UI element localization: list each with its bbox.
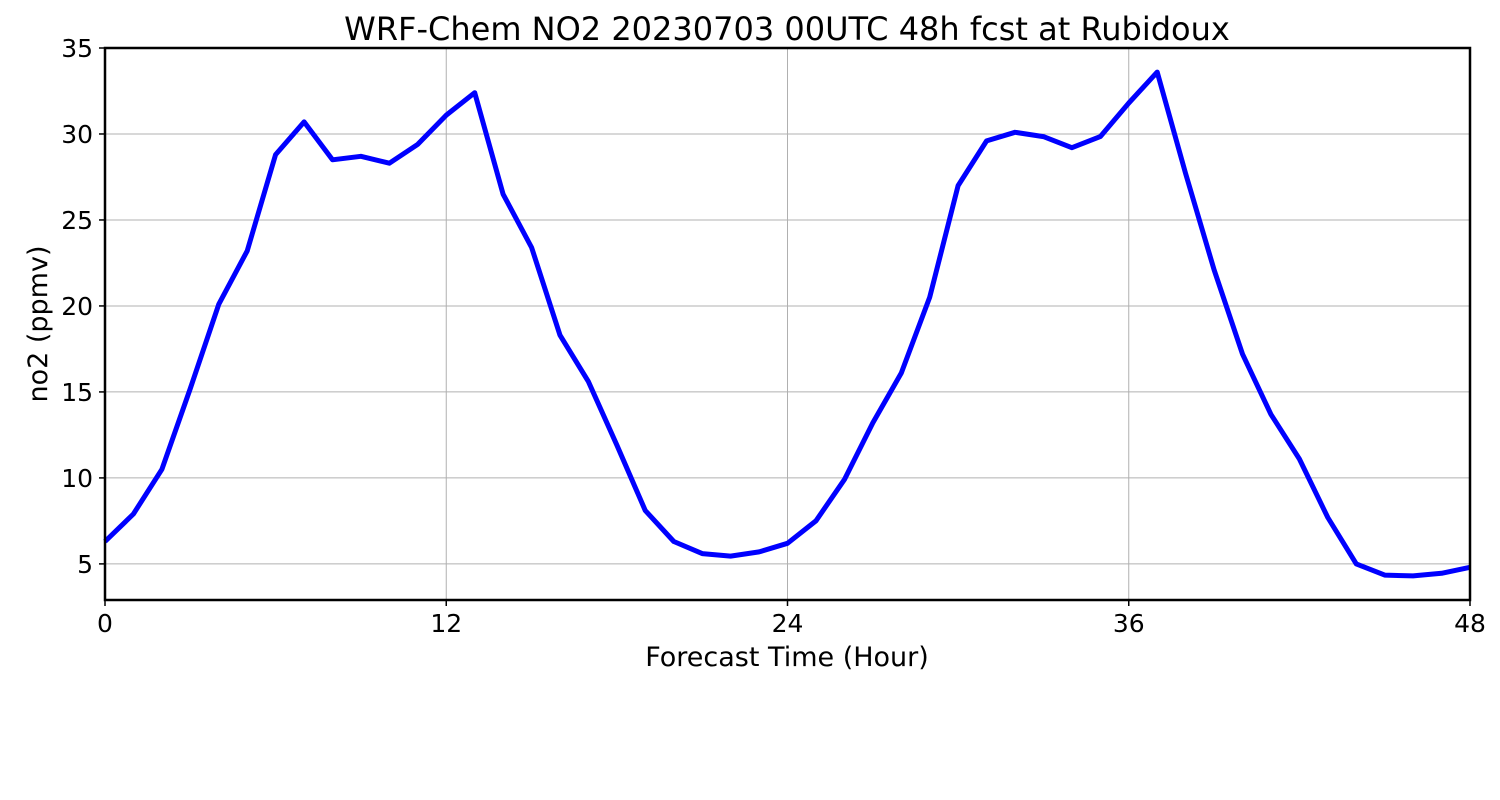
y-tick-label: 10	[61, 464, 93, 493]
chart-title: WRF-Chem NO2 20230703 00UTC 48h fcst at …	[344, 10, 1230, 48]
y-tick-label: 5	[77, 550, 93, 579]
x-tick-label: 12	[430, 609, 462, 638]
y-tick-label: 35	[61, 34, 93, 63]
x-tick-label: 24	[772, 609, 804, 638]
x-tick-label: 0	[97, 609, 113, 638]
x-axis-label: Forecast Time (Hour)	[645, 642, 929, 673]
ticks: 0 12 24 36 48 5 10 15 20 25 30 35	[61, 34, 1486, 638]
x-tick-label: 48	[1454, 609, 1486, 638]
y-tick-label: 30	[61, 120, 93, 149]
y-axis-label: no2 (ppmv)	[23, 245, 54, 402]
x-tick-label: 36	[1113, 609, 1145, 638]
series-layer	[103, 69, 1471, 579]
y-tick-label: 15	[61, 378, 93, 407]
y-tick-label: 20	[61, 292, 93, 321]
y-tick-label: 25	[61, 206, 93, 235]
no2-series-line	[103, 69, 1471, 579]
